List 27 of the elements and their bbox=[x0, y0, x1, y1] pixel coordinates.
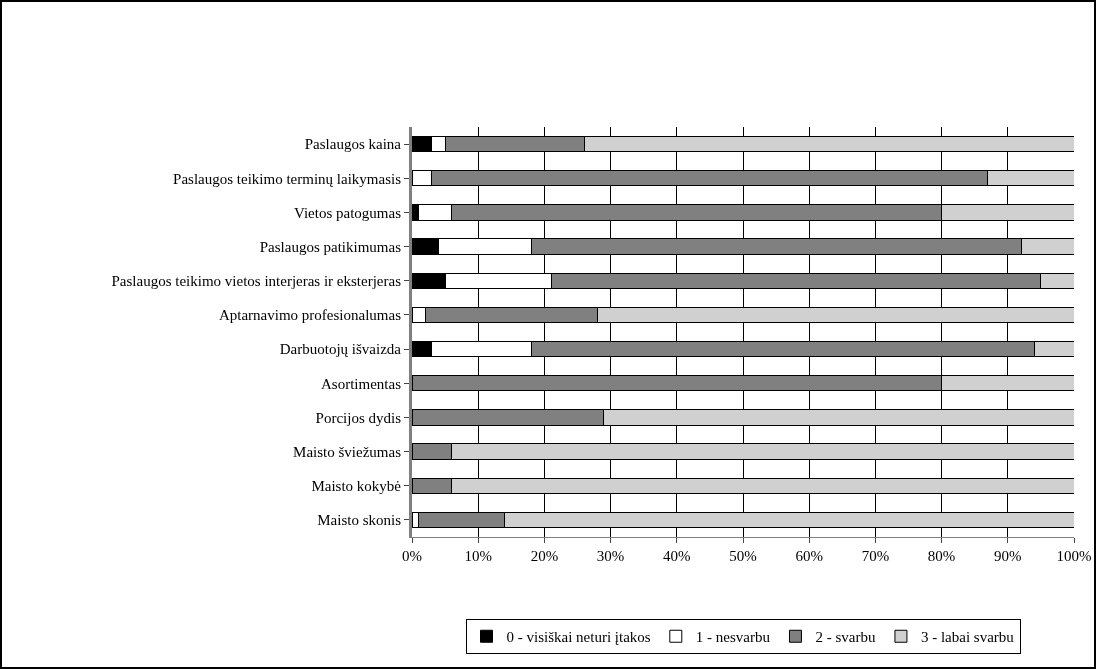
x-tick-label: 60% bbox=[795, 548, 823, 564]
x-tick-label: 0% bbox=[402, 548, 422, 564]
y-tick-label: Paslaugos patikimumas bbox=[259, 238, 402, 255]
y-tick-label: Maisto skonis bbox=[317, 512, 402, 529]
y-tick-label: Aptarnavimo profesionalumas bbox=[218, 307, 402, 324]
y-tick-label: Asortimentas bbox=[321, 375, 402, 392]
x-tick-label: 40% bbox=[663, 548, 691, 564]
y-tick-label: Paslaugos kaina bbox=[304, 136, 402, 153]
y-tick-label: Darbuotojų išvaizda bbox=[279, 341, 402, 358]
x-tick-label: 20% bbox=[530, 548, 559, 564]
x-tick-label: 50% bbox=[729, 548, 757, 564]
y-tick-label: Porcijos dydis bbox=[315, 409, 402, 426]
y-tick-label: Maisto šviežumas bbox=[293, 443, 402, 460]
legend-label: 3 - labai svarbu bbox=[920, 629, 1015, 646]
y-tick-label: Vietos patogumas bbox=[294, 204, 402, 221]
y-tick-label: Maisto kokybė bbox=[311, 478, 402, 494]
y-tick-label: Paslaugos teikimo terminų laikymasis bbox=[173, 170, 402, 187]
x-tick-label: 80% bbox=[927, 548, 956, 564]
legend-label: 0 - visiškai neturi įtakos bbox=[506, 629, 651, 646]
y-tick-label: Paslaugos teikimo vietos interjeras ir eksterjeras bbox=[111, 273, 402, 289]
x-tick-label: 70% bbox=[861, 548, 890, 564]
x-tick-label: 30% bbox=[596, 548, 625, 564]
x-tick-label: 90% bbox=[994, 548, 1022, 564]
x-tick-label: 10% bbox=[464, 548, 492, 564]
legend-label: 2 - svarbu bbox=[815, 629, 876, 646]
x-tick-label: 100% bbox=[1056, 548, 1092, 564]
legend-label: 1 - nesvarbu bbox=[695, 629, 771, 646]
